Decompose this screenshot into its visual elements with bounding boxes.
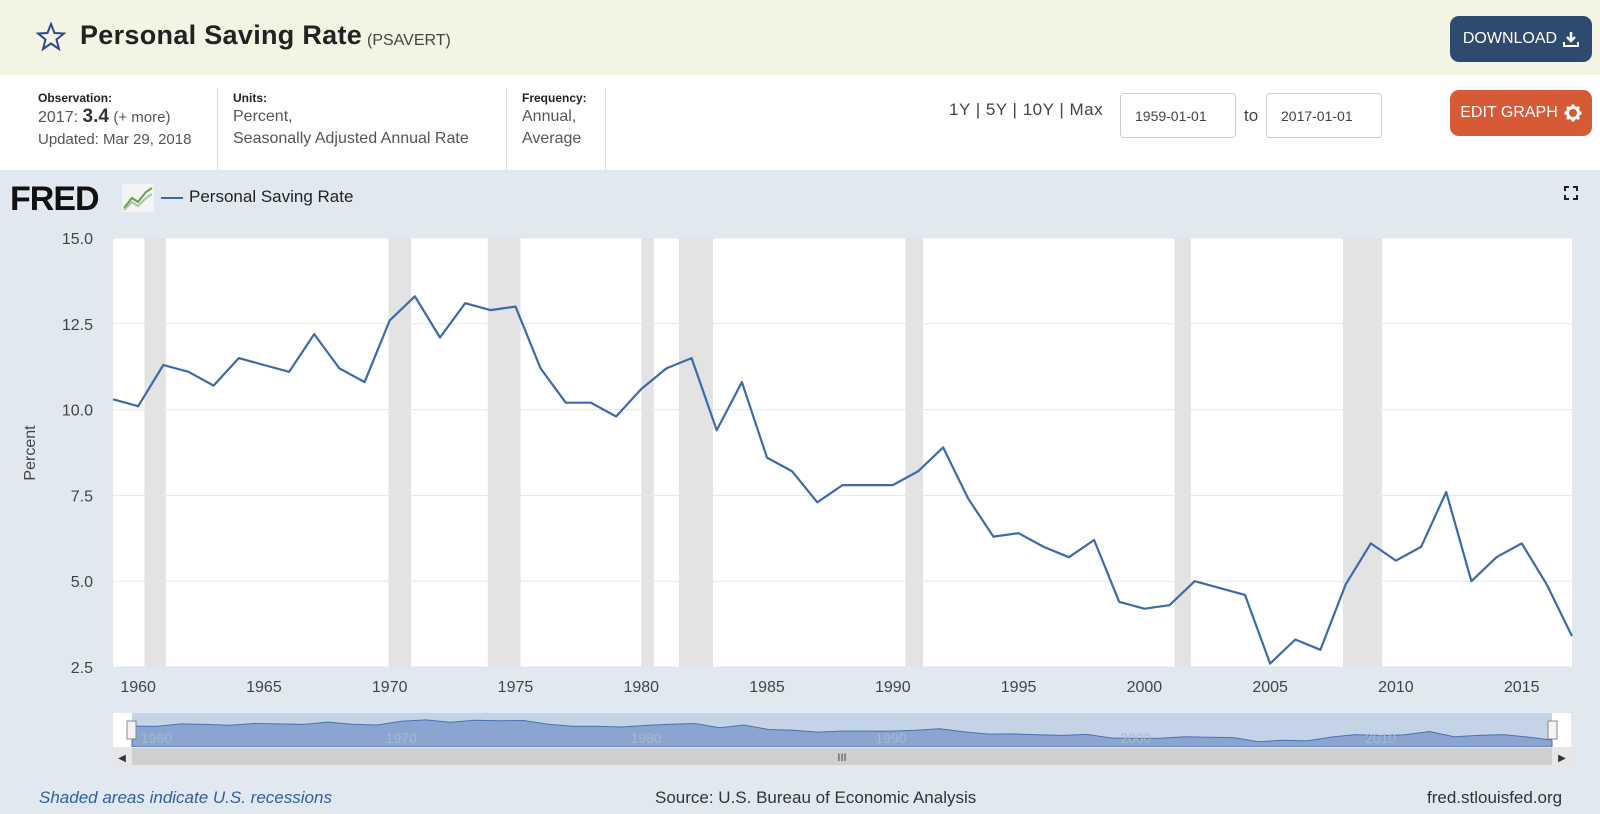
star-icon[interactable]	[36, 22, 66, 52]
download-button[interactable]: DOWNLOAD	[1450, 16, 1592, 62]
x-tick-label: 1960	[120, 679, 156, 696]
series-line[interactable]	[112, 295, 1573, 665]
y-tick-label: 5.0	[71, 574, 93, 591]
x-tick-label: 1980	[623, 679, 659, 696]
frequency-label: Frequency:	[522, 91, 587, 105]
divider	[506, 88, 507, 170]
x-tick-label: 1970	[372, 679, 408, 696]
navigator-handle-left[interactable]	[126, 720, 137, 740]
y-tick-label: 15.0	[62, 231, 93, 248]
navigator-tick-label: 2010	[1365, 730, 1396, 746]
x-tick-label: 2005	[1252, 679, 1288, 696]
scrollbar-grip-icon: III	[837, 752, 846, 764]
observation-year: 2017:	[38, 109, 79, 126]
scroll-right-icon[interactable]: ▶	[1558, 753, 1566, 764]
fullscreen-icon[interactable]	[1564, 186, 1578, 200]
to-label: to	[1244, 106, 1259, 125]
recession-band	[144, 238, 166, 667]
line-chart[interactable]: 2.5 5.0 7.5 10.0 12.5 15.0 1960 1965 1970 1975 19…	[0, 170, 1600, 770]
observation-more-link[interactable]: (+ more)	[113, 109, 171, 126]
range-shortcuts[interactable]: 1Y | 5Y | 10Y | Max	[949, 100, 1104, 119]
units-line-1: Percent,	[233, 108, 293, 125]
y-axis-label: Percent	[22, 425, 39, 481]
y-tick-label: 7.5	[71, 488, 93, 505]
scroll-left-icon[interactable]: ◀	[118, 753, 126, 764]
recession-band	[641, 238, 654, 667]
edit-graph-label: EDIT GRAPH	[1460, 104, 1558, 121]
recession-band	[905, 238, 923, 667]
observation-value: 3.4	[82, 106, 109, 127]
x-tick-label: 2000	[1127, 679, 1163, 696]
legend-label: Personal Saving Rate	[189, 187, 354, 206]
recession-note-link[interactable]: Shaded areas indicate U.S. recessions	[39, 788, 332, 807]
x-tick-label: 1975	[498, 679, 534, 696]
observation-block: Observation: 2017: 3.4 (+ more) Updated:…	[38, 90, 191, 151]
gear-icon	[1564, 104, 1582, 122]
y-tick-label: 10.0	[62, 403, 93, 420]
navigator-tick-label: 1990	[875, 730, 906, 746]
units-line-2: Seasonally Adjusted Annual Rate	[233, 130, 469, 147]
navigator-area	[131, 719, 1553, 748]
frequency-line-2: Average	[522, 130, 582, 147]
recession-band	[1343, 238, 1383, 667]
x-tick-label: 2010	[1378, 679, 1414, 696]
site-link[interactable]: fred.stlouisfed.org	[1427, 788, 1563, 807]
page-title: Personal Saving Rate	[80, 20, 363, 50]
units-block: Units: Percent, Seasonally Adjusted Annu…	[233, 90, 469, 150]
navigator-handle-right[interactable]	[1547, 720, 1558, 740]
x-tick-label: 1965	[246, 679, 282, 696]
download-label: DOWNLOAD	[1462, 30, 1558, 47]
recession-band	[487, 238, 521, 667]
navigator-tick-label: 1960	[141, 730, 172, 746]
plot-area	[113, 238, 1572, 667]
x-tick-label: 1985	[749, 679, 785, 696]
y-tick-label: 12.5	[62, 317, 93, 334]
units-label: Units:	[233, 91, 267, 105]
frequency-block: Frequency: Annual, Average	[522, 90, 587, 150]
observation-label: Observation:	[38, 91, 113, 105]
recession-band	[1174, 238, 1191, 667]
recession-band	[678, 238, 713, 667]
divider	[605, 88, 606, 170]
scrollbar-thumb[interactable]	[132, 748, 1552, 765]
end-date-input[interactable]	[1266, 93, 1382, 138]
title-bar: Personal Saving Rate (PSAVERT) DOWNLOAD	[0, 0, 1600, 75]
fred-chart-icon	[122, 184, 154, 212]
range-navigator[interactable]: 1960 1970 1980 1990 2000 2010 III ◀ ▶	[113, 713, 1571, 766]
y-tick-label: 2.5	[71, 660, 93, 677]
navigator-tick-label: 1970	[386, 730, 417, 746]
start-date-input[interactable]	[1120, 93, 1236, 138]
fred-logo[interactable]: FRED	[10, 180, 100, 218]
series-id: (PSAVERT)	[367, 32, 451, 49]
divider	[217, 88, 218, 170]
edit-graph-button[interactable]: EDIT GRAPH	[1450, 90, 1592, 136]
updated-date: Updated: Mar 29, 2018	[38, 131, 192, 148]
x-tick-label: 1990	[875, 679, 911, 696]
x-tick-label: 1995	[1001, 679, 1037, 696]
recession-band	[388, 238, 412, 667]
legend-swatch	[161, 197, 183, 199]
navigator-tick-label: 1980	[631, 730, 662, 746]
navigator-tick-label: 2000	[1120, 730, 1151, 746]
frequency-line-1: Annual,	[522, 108, 577, 125]
source-text: Source: U.S. Bureau of Economic Analysis	[655, 788, 977, 807]
download-icon	[1563, 32, 1580, 47]
x-tick-label: 2015	[1504, 679, 1540, 696]
